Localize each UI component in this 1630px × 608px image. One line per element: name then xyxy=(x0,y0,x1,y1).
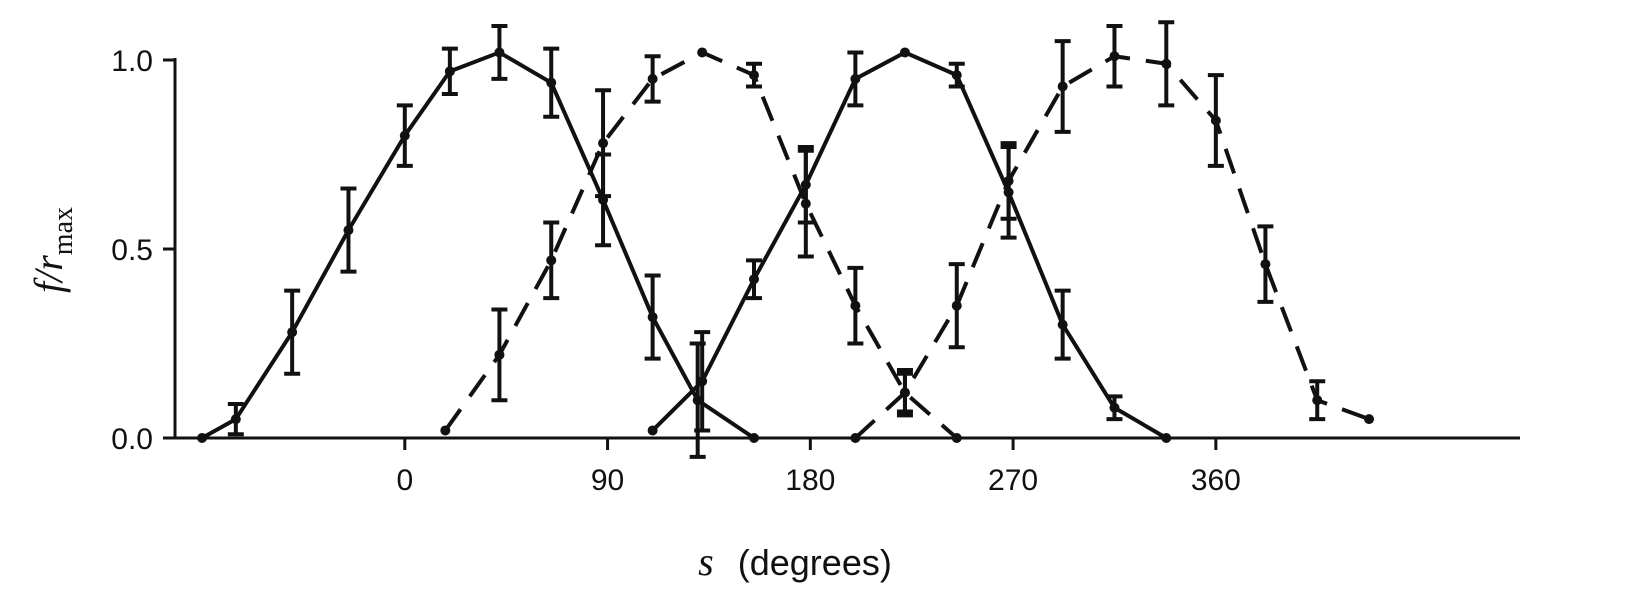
data-point xyxy=(343,225,354,236)
x-tick-label: 180 xyxy=(785,464,835,497)
data-point xyxy=(1057,81,1068,92)
y-axis-denominator: r xyxy=(26,255,71,271)
svg-text:f/rmax: f/rmax xyxy=(26,207,79,293)
data-point xyxy=(899,387,910,398)
x-tick-label: 0 xyxy=(396,464,413,497)
data-point xyxy=(800,179,811,190)
data-point xyxy=(1109,51,1120,62)
data-point xyxy=(1109,402,1120,413)
data-point xyxy=(850,73,861,84)
series-3 xyxy=(647,47,1172,443)
data-point xyxy=(197,433,208,443)
data-point xyxy=(850,433,861,443)
x-tick-label: 270 xyxy=(988,464,1038,497)
data-point xyxy=(494,47,505,58)
data-point xyxy=(1364,414,1375,425)
series-4 xyxy=(850,20,1375,443)
data-point xyxy=(749,274,760,285)
data-point xyxy=(692,395,703,406)
x-axis-variable: s xyxy=(698,539,714,584)
y-tick-label: 0.0 xyxy=(111,423,153,456)
series-1 xyxy=(197,23,760,459)
data-point xyxy=(951,433,962,443)
data-point xyxy=(850,300,861,311)
x-axis-label: s (degrees) xyxy=(698,539,892,584)
data-point xyxy=(749,433,760,443)
data-point xyxy=(749,70,760,81)
data-point xyxy=(647,425,658,436)
data-point xyxy=(697,47,708,58)
data-point xyxy=(440,425,451,436)
data-point xyxy=(1057,319,1068,330)
data-point xyxy=(1210,115,1221,126)
data-point xyxy=(697,376,708,387)
x-tick-label: 90 xyxy=(591,464,624,497)
data-point xyxy=(1312,395,1323,406)
data-point xyxy=(1003,175,1014,186)
x-tick-label: 360 xyxy=(1191,464,1241,497)
data-point xyxy=(647,73,658,84)
data-point xyxy=(598,138,609,149)
data-point xyxy=(1161,58,1172,69)
series-line xyxy=(651,50,1168,440)
data-point xyxy=(1161,433,1172,443)
data-point xyxy=(494,349,505,360)
series-line xyxy=(854,54,1370,440)
series-line xyxy=(201,50,756,440)
y-axis-label: f/rmax xyxy=(26,207,79,293)
data-point xyxy=(546,77,557,88)
data-point xyxy=(951,70,962,81)
y-tick-label: 1.0 xyxy=(111,45,153,78)
x-axis-unit: (degrees) xyxy=(738,542,892,583)
data-point xyxy=(444,66,455,77)
y-tick-label: 0.5 xyxy=(111,234,153,267)
series-2 xyxy=(440,47,962,443)
data-point xyxy=(951,300,962,311)
data-point xyxy=(230,414,241,425)
y-axis-subscript: max xyxy=(48,207,79,255)
series-layer xyxy=(197,20,1375,459)
data-point xyxy=(647,312,658,323)
data-point xyxy=(1260,259,1271,270)
data-point xyxy=(399,130,410,141)
data-point xyxy=(287,327,298,338)
data-point xyxy=(899,47,910,58)
ticks-layer: 0 90 180 270 360 0.0 0.5 1.0 xyxy=(111,45,1241,497)
data-point xyxy=(546,255,557,266)
